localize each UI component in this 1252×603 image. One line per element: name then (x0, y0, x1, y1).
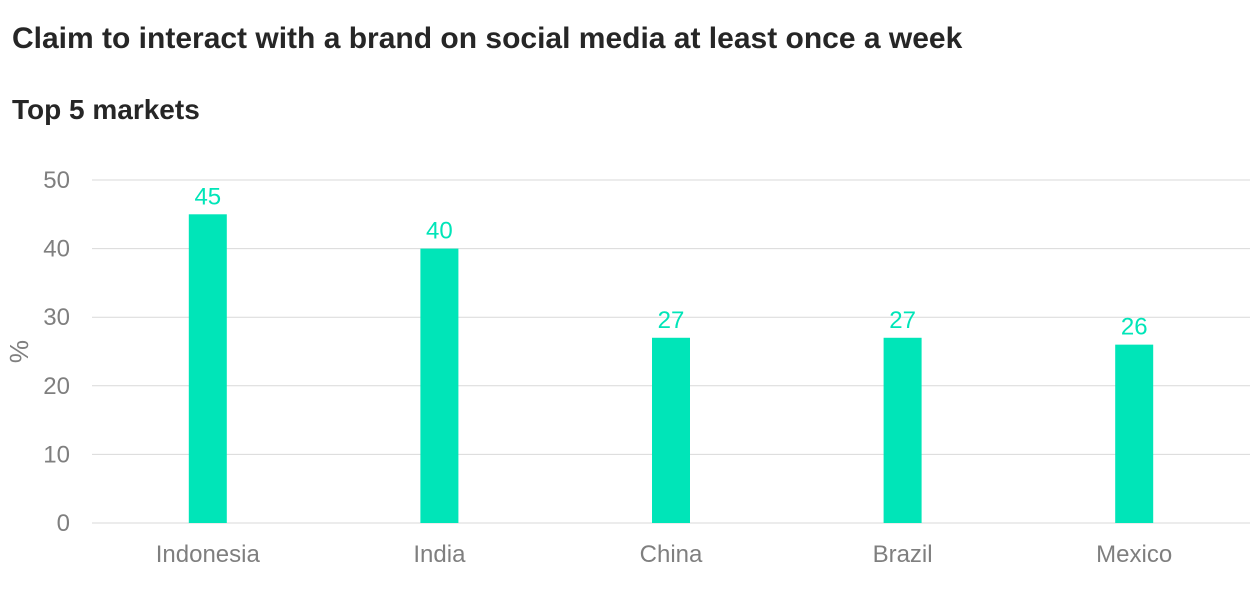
y-tick-label: 20 (43, 373, 70, 400)
chart-title: Claim to interact with a brand on social… (12, 22, 963, 55)
x-tick-label-china: China (640, 541, 703, 568)
x-tick-label-indonesia: Indonesia (156, 541, 261, 568)
value-label-indonesia: 45 (194, 183, 221, 210)
bar-indonesia (188, 214, 227, 524)
bar-mexico (1115, 344, 1154, 523)
y-tick-label: 0 (57, 510, 70, 537)
x-tick-label-mexico: Mexico (1096, 541, 1172, 568)
bar-india (420, 248, 459, 523)
y-tick-label: 50 (43, 167, 70, 194)
y-axis-ticks: 0 10 20 30 40 50 (43, 167, 70, 537)
y-tick-label: 10 (43, 441, 70, 468)
x-tick-label-brazil: Brazil (873, 541, 933, 568)
value-labels: 45 40 27 27 26 (194, 183, 1147, 340)
bar-brazil (883, 337, 922, 523)
value-label-mexico: 26 (1121, 314, 1148, 341)
x-tick-label-india: India (413, 541, 466, 568)
bar-china (652, 337, 690, 523)
bars (188, 214, 1154, 524)
value-label-brazil: 27 (889, 307, 916, 334)
x-axis-labels: Indonesia India China Brazil Mexico (156, 541, 1172, 568)
value-label-india: 40 (426, 218, 453, 245)
y-tick-label: 40 (43, 236, 70, 263)
chart-subtitle: Top 5 markets (12, 94, 200, 125)
y-tick-label: 30 (43, 304, 70, 331)
y-axis-title: % (4, 340, 34, 363)
value-label-china: 27 (658, 307, 685, 334)
